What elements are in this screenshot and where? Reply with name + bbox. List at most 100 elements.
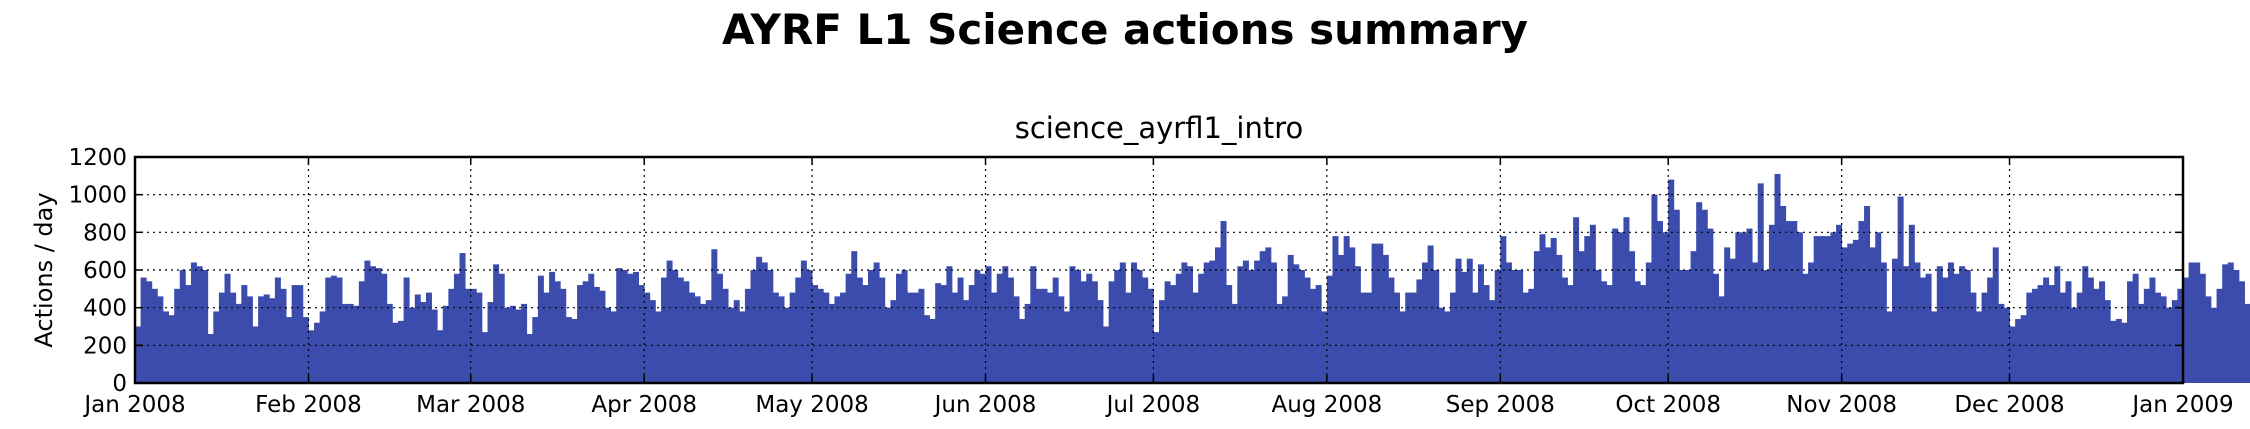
bar (560, 288, 567, 383)
bar (968, 285, 975, 383)
bar (1959, 266, 1966, 383)
bar (1673, 209, 1680, 383)
bar (1394, 292, 1401, 383)
bar (218, 292, 225, 383)
bar (873, 262, 880, 383)
bar (1791, 221, 1798, 383)
bar (1645, 262, 1652, 383)
bar (1595, 270, 1602, 383)
bar (823, 292, 830, 383)
x-tick-label: May 2008 (755, 392, 868, 418)
bar (1254, 260, 1261, 383)
bar (1220, 221, 1227, 383)
bar (140, 277, 147, 383)
bar (353, 305, 360, 383)
bar (1897, 196, 1904, 383)
bar (325, 277, 332, 383)
bar (1908, 224, 1915, 383)
bar (1030, 266, 1037, 383)
bar (1052, 277, 1059, 383)
bar (135, 326, 141, 383)
bar (610, 311, 617, 383)
bar (2121, 322, 2128, 383)
bar (386, 303, 393, 383)
bar (1640, 285, 1647, 383)
bar (705, 300, 712, 383)
x-tick-label: Oct 2008 (1615, 392, 1721, 418)
bar (1696, 202, 1703, 383)
bar (2177, 288, 2184, 383)
bar (403, 277, 410, 383)
bar (2138, 303, 2145, 383)
bar (711, 249, 718, 383)
bar (929, 318, 936, 383)
bar (627, 273, 634, 383)
bar (2037, 285, 2044, 383)
bar (1421, 262, 1428, 383)
bar (1433, 270, 1440, 383)
bar (241, 285, 248, 383)
bar (375, 268, 382, 383)
bar (1237, 266, 1244, 383)
bar (1147, 288, 1154, 383)
bar (1270, 262, 1277, 383)
bar (1858, 221, 1865, 383)
bar (543, 292, 550, 383)
bar (1075, 270, 1082, 383)
bar (453, 273, 460, 383)
bar (347, 303, 354, 383)
bar (565, 317, 572, 383)
bar (812, 285, 819, 383)
bar (744, 288, 751, 383)
bar (2222, 264, 2229, 383)
bar (1925, 273, 1932, 383)
y-tick-label: 600 (83, 258, 127, 284)
bar (1248, 270, 1255, 383)
bar (1584, 236, 1591, 383)
y-tick-label: 0 (112, 371, 127, 397)
figure-title: AYRF L1 Science actions summary (721, 5, 1529, 54)
bar (1746, 228, 1753, 383)
bar (1382, 254, 1389, 383)
bar (2127, 281, 2134, 383)
bar (2110, 320, 2117, 383)
bar (638, 285, 645, 383)
bar (162, 311, 169, 383)
bar (1466, 258, 1473, 383)
bar (1914, 262, 1921, 383)
bar (1097, 300, 1104, 383)
bar (767, 270, 774, 383)
bar (918, 288, 925, 383)
bar (151, 288, 158, 383)
bar (1410, 292, 1417, 383)
bar (957, 277, 964, 383)
x-tick-label: Aug 2008 (1271, 392, 1382, 418)
bar (1153, 332, 1160, 383)
bar (442, 305, 449, 383)
bar (1354, 266, 1361, 383)
bar (1321, 311, 1328, 383)
bar (252, 326, 259, 383)
bar (1690, 251, 1697, 383)
bar (851, 251, 858, 383)
bar (1119, 262, 1126, 383)
bar (1947, 262, 1954, 383)
bar (1707, 228, 1714, 383)
bar (1002, 266, 1009, 383)
bar (1047, 292, 1054, 383)
bar (700, 303, 707, 383)
bar (985, 266, 992, 383)
bar (856, 277, 863, 383)
bar (2059, 292, 2066, 383)
tick-labels-layer: 0 200 400 600 800 1000 1200 Jan 2008 Feb 2008 Mar… (68, 145, 2233, 418)
bar (319, 311, 326, 383)
bar (907, 292, 914, 383)
bar (1763, 270, 1770, 383)
bar (1981, 292, 1988, 383)
bar (1718, 296, 1725, 383)
x-tick-label: Jan 2008 (82, 392, 185, 418)
bar (2087, 277, 2094, 383)
x-tick-label: Jul 2008 (1105, 392, 1201, 418)
bar (1796, 232, 1803, 383)
bar (722, 288, 729, 383)
